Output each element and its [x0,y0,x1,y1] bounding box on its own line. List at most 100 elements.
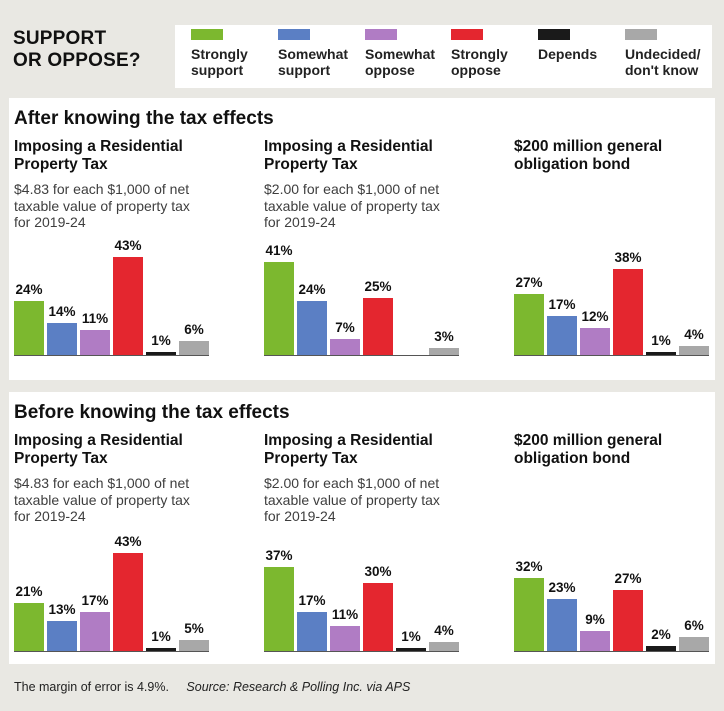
bar-value-label: 14% [48,304,76,320]
chart-title: $200 million general obligation bond [514,138,724,174]
chart-title: Imposing a Residential Property Tax [264,138,494,174]
bar-value-label: 17% [298,593,326,609]
legend-label-line: Somewhat [278,46,349,62]
bar [47,323,77,355]
chart-title-line: obligation bond [514,450,631,467]
chart-title-line: Property Tax [264,156,358,173]
chart-title-line: Imposing a Residential [264,138,433,155]
legend: Strongly support Somewhat support Somewhat op… [175,25,712,88]
chart-title-line: Property Tax [264,450,358,467]
bar [146,648,176,651]
legend-label-line: Undecided/ [625,46,701,62]
bar-value-label: 6% [684,618,704,634]
chart-header: Imposing a Residential Property Tax $2.00 … [264,432,494,525]
legend-item: Somewhat support [278,29,348,78]
bar [646,352,676,355]
bar [613,268,643,355]
legend-label-line: oppose [451,62,501,78]
bar-value-label: 5% [184,620,204,636]
bar [264,261,294,355]
bar-value-label: 24% [15,281,43,297]
chart-title-line: Property Tax [14,450,108,467]
bar [580,630,610,651]
bar [297,300,327,355]
chart-subtitle-line: for 2019-24 [264,214,336,230]
page-title-line-1: SUPPORT [13,28,107,49]
bar-value-label: 4% [684,326,704,342]
bar-value-label: 11% [81,311,109,327]
bar-value-label: 1% [651,333,671,348]
bar [113,257,143,355]
bar [514,578,544,651]
bar [113,553,143,651]
source-note: Source: Research & Polling Inc. via APS [186,680,411,694]
bar-value-label: 17% [548,297,576,313]
bar [514,293,544,355]
chart-subtitle: $2.00 for each $1,000 of net taxable valu… [264,181,494,231]
chart-subtitle-line: for 2019-24 [14,214,86,230]
chart-title-line: Imposing a Residential [14,138,183,155]
bar [179,341,209,355]
bar-value-label: 1% [151,333,171,348]
bar-value-label: 24% [298,281,326,297]
legend-item: Somewhat oppose [365,29,435,78]
legend-label: Depends [538,46,597,78]
legend-item: Depends [538,29,597,78]
bar [146,352,176,355]
legend-label-line: Strongly [191,46,248,62]
chart-subtitle-line: taxable value of property tax [14,197,190,214]
chart-baseline [264,651,459,652]
legend-item: Strongly oppose [451,29,508,78]
legend-swatch [278,29,310,40]
bar-value-label: 17% [81,593,109,609]
legend-label: Somewhat oppose [365,46,435,78]
legend-label: Strongly support [191,46,248,78]
bar [580,327,610,355]
chart-subtitle-line: $4.83 for each $1,000 of net [14,181,190,197]
page-title-line-2: OR OPPOSE? [13,50,141,71]
legend-swatch [451,29,483,40]
panel-title-after: After knowing the tax effects [14,108,274,129]
chart-subtitle-line: for 2019-24 [14,508,86,524]
chart-baseline [14,355,209,356]
bar [47,621,77,651]
chart-title-line: $200 million general [514,138,663,155]
bar-value-label: 32% [515,559,543,575]
margin-of-error-note: The margin of error is 4.9%. [14,680,169,694]
chart-title: $200 million general obligation bond [514,432,724,468]
bar-value-label: 6% [184,322,204,338]
chart-title-line: Imposing a Residential [264,432,433,449]
chart-title-line: $200 million general [514,432,663,449]
legend-label: Undecided/don't know [625,46,700,78]
bar-value-label: 11% [331,607,359,623]
bar-value-label: 3% [434,329,454,345]
chart-subtitle: $4.83 for each $1,000 of net taxable valu… [14,181,244,231]
chart-baseline [264,355,459,356]
legend-label-line: oppose [365,62,415,78]
footer: The margin of error is 4.9%. Source: Res… [14,680,410,694]
bar [429,641,459,651]
bar-value-label: 13% [48,602,76,618]
chart-subtitle-line: $2.00 for each $1,000 of net [264,475,440,491]
bar [547,316,577,355]
chart-subtitle-line: $2.00 for each $1,000 of net [264,181,440,197]
bar [80,330,110,355]
bar [14,300,44,355]
bar [547,598,577,651]
bar-value-label: 43% [114,534,142,550]
legend-label-line: support [278,62,331,78]
bar-value-label: 25% [364,279,392,295]
bar [646,646,676,651]
bar [330,626,360,651]
bar [396,648,426,651]
bar-value-label: 41% [265,242,293,258]
bar-value-label: 23% [548,579,576,595]
chart-subtitle-line: for 2019-24 [264,508,336,524]
bar [330,339,360,355]
legend-label-line: Depends [538,46,598,62]
chart-header: $200 million general obligation bond [514,138,724,174]
bar [14,603,44,651]
bar-value-label: 12% [581,308,609,324]
bar [363,298,393,355]
bar-value-label: 30% [364,563,392,579]
